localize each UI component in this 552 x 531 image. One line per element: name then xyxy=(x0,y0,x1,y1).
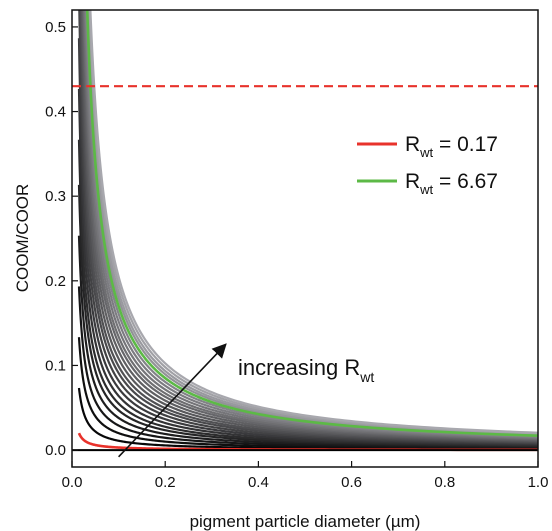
curve-line xyxy=(78,10,538,445)
y-tick-label: 0.0 xyxy=(45,442,66,459)
legend-label: Rwt = 6.67 xyxy=(405,170,498,197)
curve-family xyxy=(77,10,538,452)
curve-line xyxy=(77,286,538,449)
x-tick-label: 0.6 xyxy=(341,474,362,491)
legend-label: Rwt = 0.17 xyxy=(405,133,498,160)
curve-line xyxy=(77,88,538,446)
y-tick-label: 0.5 xyxy=(45,19,66,36)
curve-line xyxy=(87,10,538,436)
curve-line xyxy=(89,10,538,434)
curve-line xyxy=(77,139,538,447)
x-tick-label: 0.2 xyxy=(155,474,176,491)
axis-ticks: 0.0 0.2 0.4 0.6 0.8 1.0 0.0 0.1 0.2 0.3 0.4 0.5 xyxy=(45,19,548,491)
annotation-arrow xyxy=(118,343,227,458)
x-tick-label: 0.8 xyxy=(434,474,455,491)
y-axis-label: COOM/COOR xyxy=(13,184,32,293)
curve-line xyxy=(79,10,538,444)
annotation-label: increasing Rwt xyxy=(238,355,374,385)
annotation: increasing Rwt xyxy=(118,343,374,458)
curve-line xyxy=(77,337,538,450)
curve-line xyxy=(77,235,538,448)
curve-line xyxy=(86,10,538,437)
curve-line xyxy=(77,387,538,451)
legend: Rwt = 0.17 Rwt = 6.67 xyxy=(357,133,498,197)
y-tick-label: 0.4 xyxy=(45,104,66,121)
y-tick-label: 0.2 xyxy=(45,273,66,290)
x-tick-label: 1.0 xyxy=(528,474,549,491)
curve-line xyxy=(77,184,538,448)
curve-line xyxy=(77,38,538,445)
curve-line xyxy=(88,10,538,435)
curve-line xyxy=(80,10,538,443)
reference-lines xyxy=(72,85,538,452)
x-tick-label: 0.0 xyxy=(62,474,83,491)
curve-line xyxy=(85,10,538,438)
y-tick-label: 0.1 xyxy=(45,357,66,374)
y-tick-label: 0.3 xyxy=(45,188,66,205)
plot-frame xyxy=(71,9,539,468)
curve-line xyxy=(79,10,538,443)
curve-line-highlight xyxy=(85,10,538,437)
x-tick-label: 0.4 xyxy=(248,474,269,491)
x-axis-label: pigment particle diameter (µm) xyxy=(190,512,421,531)
